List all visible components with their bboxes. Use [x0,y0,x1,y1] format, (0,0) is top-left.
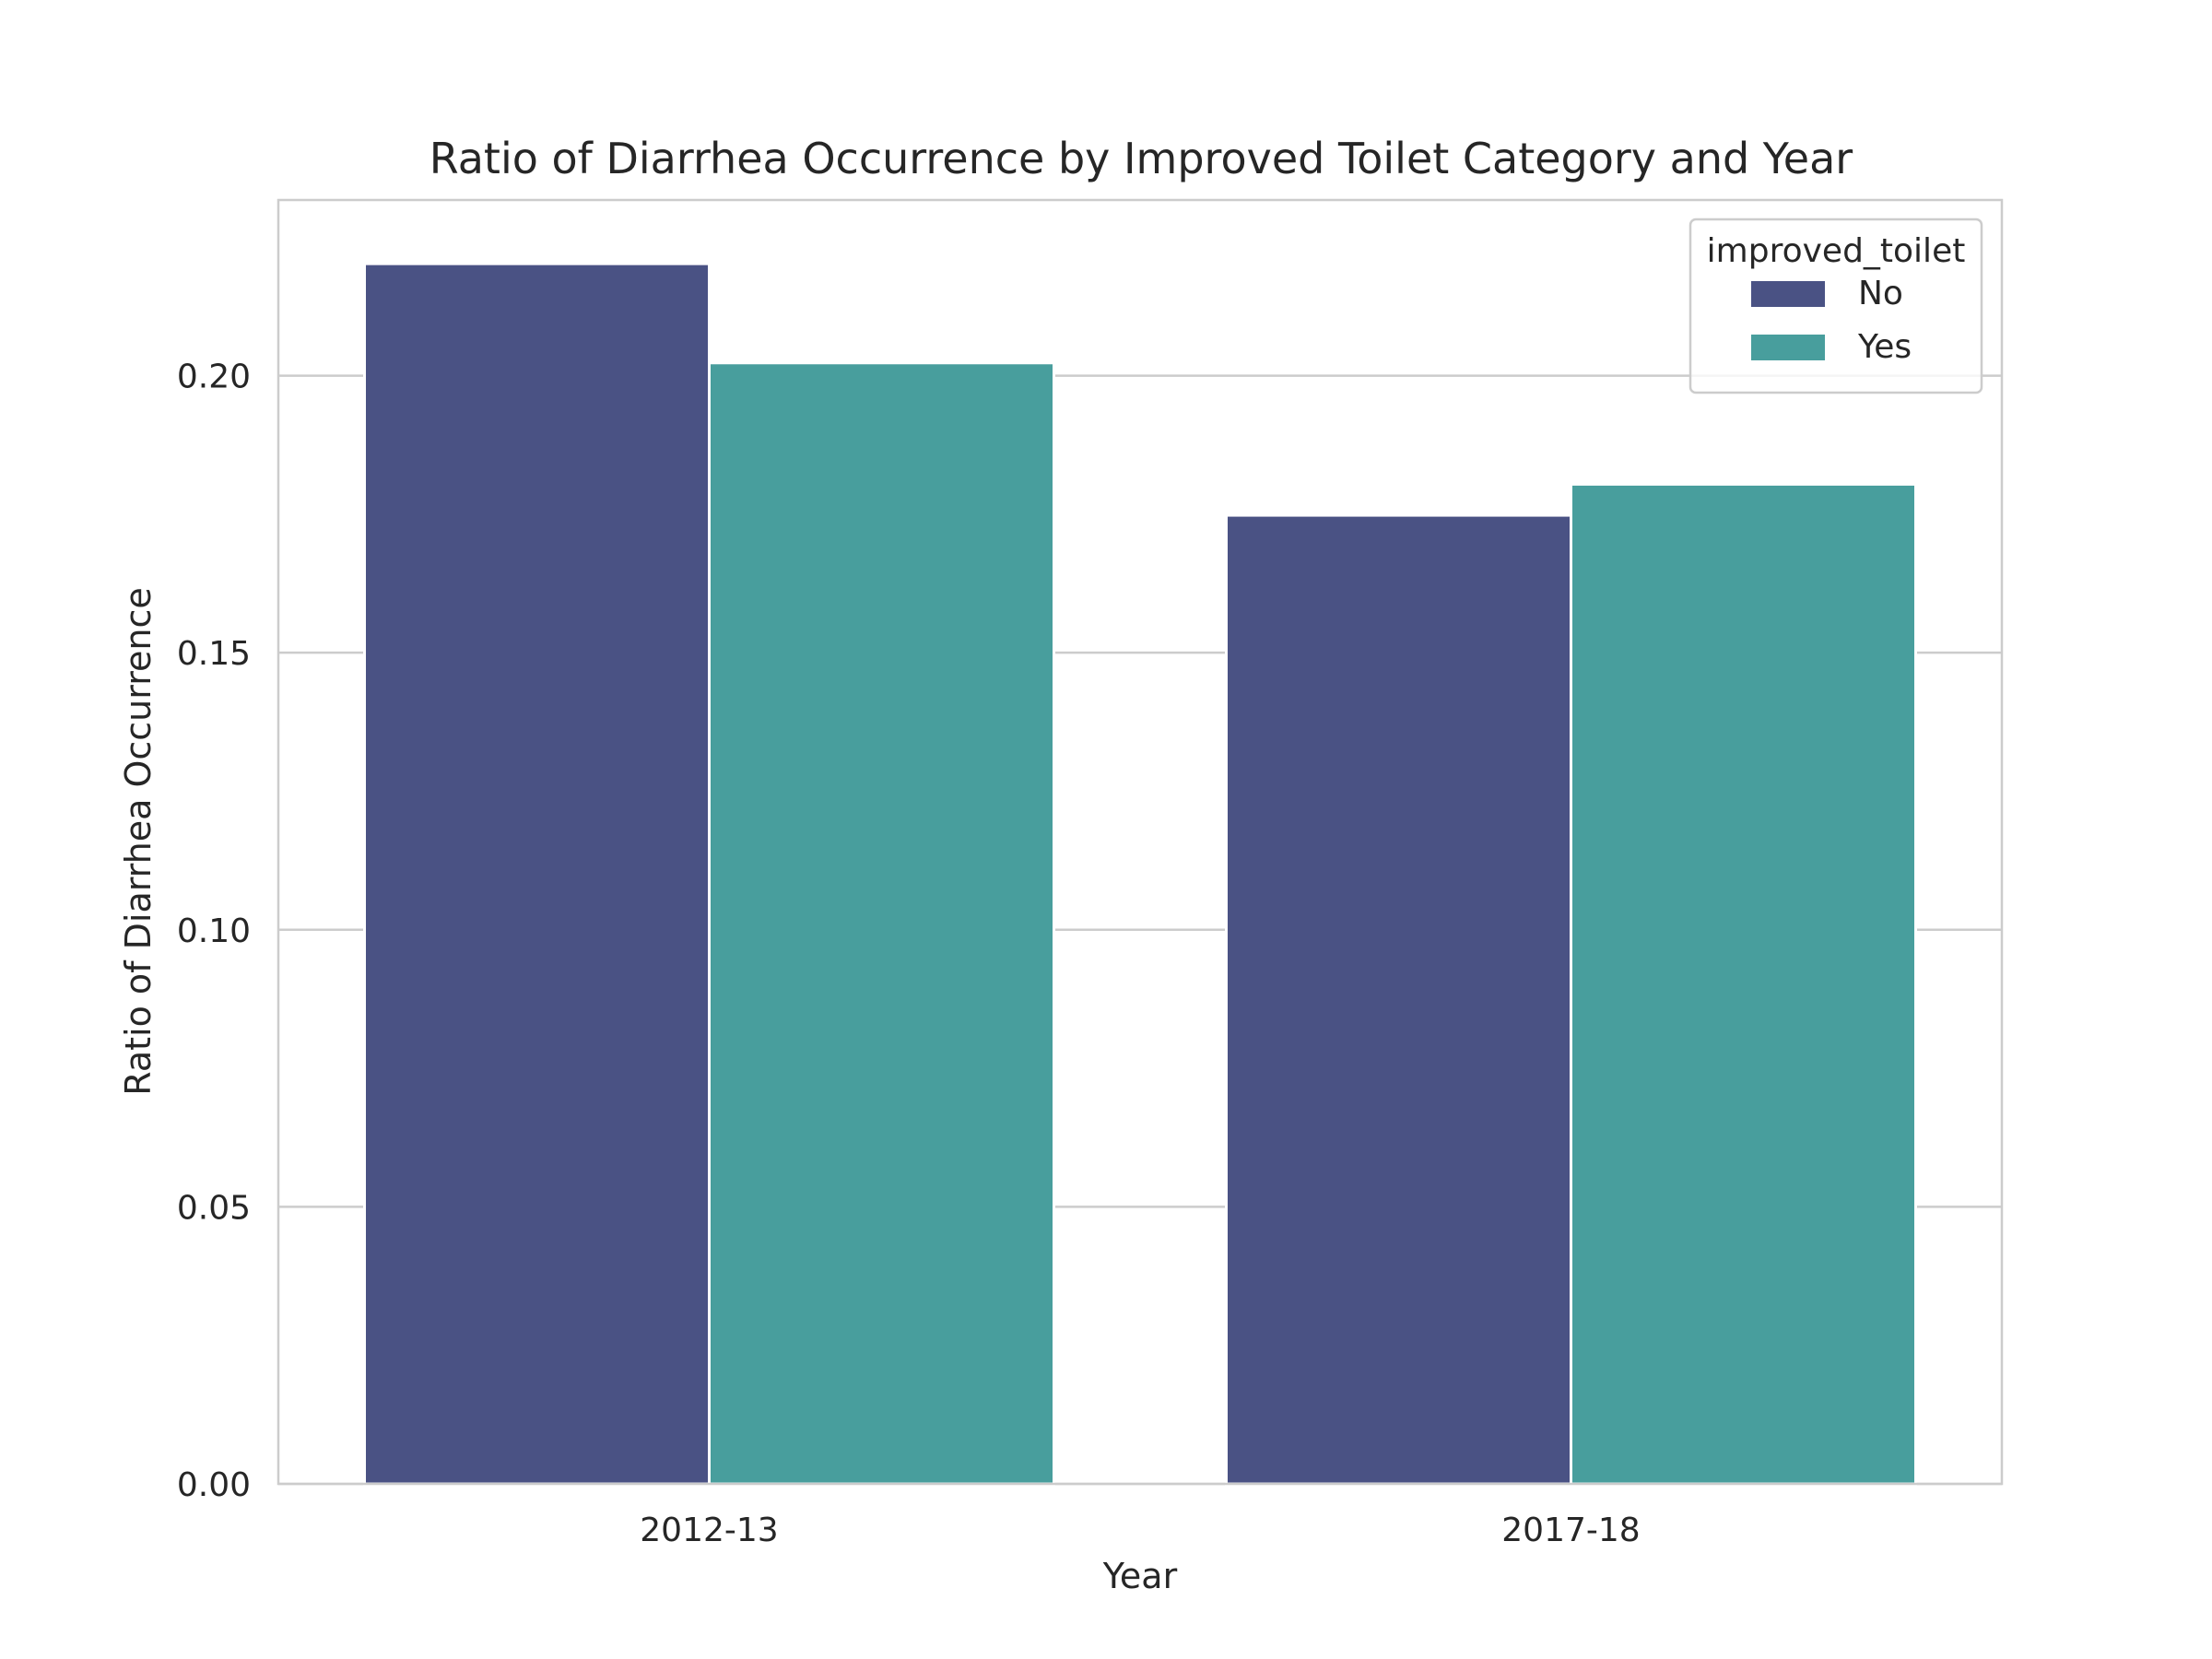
y-tick-label: 0.00 [177,1466,251,1504]
bar-no-2017-18 [1225,513,1572,1486]
x-tick-label: 2012-13 [640,1512,778,1549]
y-axis-label: Ratio of Diarrhea Occurrence [118,587,159,1095]
bars [363,262,1917,1486]
y-tick-label: 0.10 [177,912,251,950]
bar-yes-2012-13 [708,361,1055,1486]
bar-no-2012-13 [363,262,711,1486]
y-tick-labels: 0.00 0.05 0.10 0.15 0.20 [177,359,251,1504]
legend-swatch-yes [1751,335,1825,360]
legend-label-yes: Yes [1857,328,1912,366]
x-tick-labels: 2012-13 2017-18 [640,1512,1640,1549]
plot-frame [276,198,2004,1486]
y-tick-label: 0.20 [177,359,251,396]
y-tick-label: 0.05 [177,1189,251,1227]
legend-swatch-no [1751,281,1825,307]
chart-title: Ratio of Diarrhea Occurrence by Improved… [429,134,1853,183]
bar-yes-2017-18 [1570,482,1917,1486]
x-tick-label: 2017-18 [1501,1512,1640,1549]
legend-label-no: No [1858,275,1903,312]
y-tick-label: 0.15 [177,635,251,673]
legend: improved_toilet No Yes [1688,218,1983,394]
legend-title: improved_toilet [1707,232,1966,270]
x-axis-label: Year [1102,1556,1178,1596]
